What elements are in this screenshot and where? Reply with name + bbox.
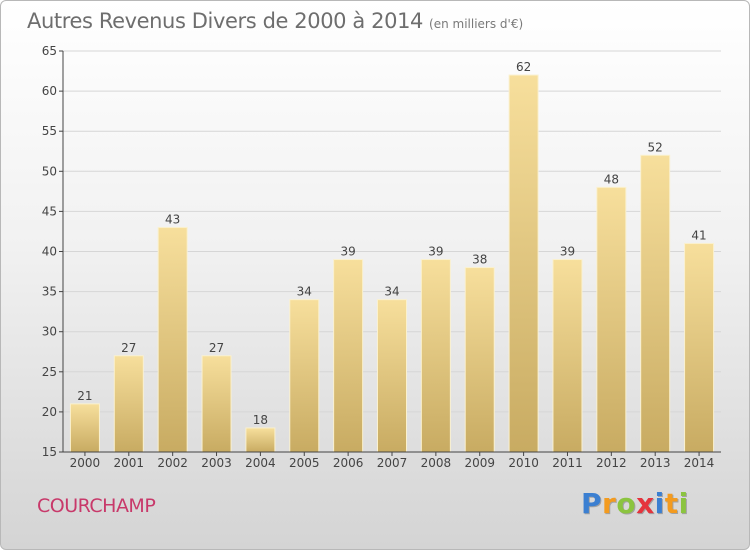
bar: [684, 242, 715, 453]
logo-letter: i: [678, 487, 689, 520]
data-label: 39: [340, 245, 355, 259]
y-tick-label: 25: [42, 365, 57, 379]
x-tick-label: 2014: [684, 456, 715, 470]
proxiti-logo: Proxiti: [581, 487, 689, 520]
y-tick-label: 55: [42, 124, 57, 138]
logo-letter: o: [616, 487, 637, 520]
bar: [596, 186, 627, 453]
x-tick-label: 2002: [157, 456, 188, 470]
data-label: 39: [428, 245, 443, 259]
x-tick-label: 2001: [114, 456, 145, 470]
y-tick-label: 50: [42, 164, 57, 178]
x-tick-label: 2009: [464, 456, 495, 470]
x-tick-label: 2010: [508, 456, 539, 470]
y-tick-labels: 15 20 25 30 35 40 45 50 55 60 65: [42, 44, 57, 459]
y-tick-label: 15: [42, 445, 57, 459]
data-labels: 21 27 43 27 18 34 39 34 39 38 62 39 48 52 41: [77, 60, 706, 427]
y-tick-label: 30: [42, 325, 57, 339]
bar: [420, 259, 451, 453]
x-tick-label: 2000: [70, 456, 101, 470]
logo-letter: t: [664, 487, 679, 520]
bar: [640, 154, 671, 453]
data-label: 43: [165, 212, 180, 226]
bar: [245, 427, 276, 453]
x-tick-label: 2013: [640, 456, 671, 470]
bar: [333, 259, 364, 453]
y-tick-label: 20: [42, 405, 57, 419]
bar: [552, 259, 583, 453]
logo-letter: r: [602, 487, 617, 520]
bar: [113, 355, 144, 453]
bar: [157, 226, 188, 453]
y-tick-label: 40: [42, 245, 57, 259]
x-tick-label: 2011: [552, 456, 583, 470]
data-label: 48: [604, 172, 619, 186]
x-tick-label: 2004: [245, 456, 276, 470]
data-label: 41: [691, 228, 706, 242]
x-tick-label: 2005: [289, 456, 320, 470]
chart-title-text: Autres Revenus Divers de 2000 à 2014: [27, 9, 424, 33]
logo-letter: P: [581, 487, 603, 520]
y-tick-label: 45: [42, 204, 57, 218]
x-tick-label: 2008: [421, 456, 452, 470]
bar: [201, 355, 232, 453]
data-label: 39: [560, 245, 575, 259]
data-label: 27: [209, 341, 224, 355]
x-tick-label: 2012: [596, 456, 627, 470]
data-label: 27: [121, 341, 136, 355]
data-label: 38: [472, 253, 487, 267]
x-tick-labels: 2000 2001 2002 2003 2004 2005 2006 2007 2008 2009…: [70, 452, 715, 470]
bar: [377, 299, 407, 453]
data-label: 21: [77, 389, 92, 403]
data-label: 34: [297, 285, 312, 299]
x-tick-label: 2006: [333, 456, 364, 470]
y-tick-label: 60: [42, 84, 57, 98]
x-tick-label: 2007: [377, 456, 408, 470]
y-tick-label: 65: [42, 44, 57, 58]
data-label: 34: [384, 285, 399, 299]
chart-title: Autres Revenus Divers de 2000 à 2014 (en …: [27, 9, 523, 33]
commune-name: COURCHAMP: [37, 495, 156, 517]
data-label: 62: [516, 60, 531, 74]
data-label: 52: [648, 140, 663, 154]
x-tick-label: 2003: [201, 456, 232, 470]
bars: [69, 74, 715, 453]
bar: [69, 403, 100, 453]
y-tick-label: 35: [42, 285, 57, 299]
bar: [508, 74, 539, 453]
data-label: 18: [253, 413, 268, 427]
bar: [289, 299, 320, 453]
bar: [464, 267, 495, 453]
logo-letter: x: [636, 487, 655, 520]
logo-letter: i: [654, 487, 665, 520]
chart-subtitle: (en milliers d'€): [429, 17, 524, 31]
